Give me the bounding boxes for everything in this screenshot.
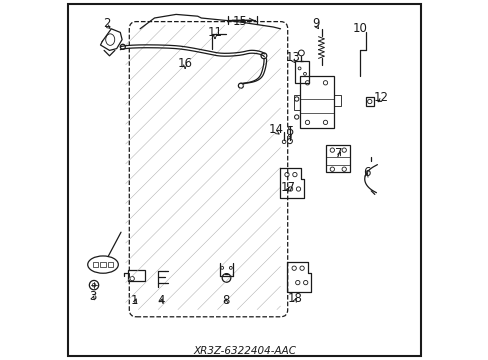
Bar [293, 95, 300, 110]
Bar [300, 76, 334, 128]
Text: 13: 13 [285, 51, 300, 64]
Bar [108, 262, 113, 267]
Text: 12: 12 [373, 91, 388, 104]
Text: 2: 2 [103, 17, 110, 30]
Bar [325, 145, 349, 172]
Bar [92, 262, 98, 267]
Text: 6: 6 [363, 166, 370, 179]
Text: 17: 17 [280, 181, 295, 194]
Text: 8: 8 [222, 294, 229, 307]
Text: 4: 4 [157, 294, 164, 307]
Text: 14: 14 [268, 123, 283, 136]
Text: 15: 15 [232, 15, 247, 28]
Text: 11: 11 [207, 26, 222, 39]
Bar [101, 262, 105, 267]
Text: 7: 7 [334, 147, 342, 159]
Text: 5: 5 [285, 125, 293, 138]
Text: 9: 9 [312, 17, 320, 30]
Text: XR3Z-6322404-AAC: XR3Z-6322404-AAC [193, 346, 295, 356]
Bar [294, 61, 308, 83]
Text: 10: 10 [351, 22, 366, 35]
Bar [334, 95, 340, 106]
Text: 18: 18 [287, 292, 302, 305]
Bar [127, 270, 144, 281]
Text: 16: 16 [177, 57, 192, 69]
Text: 3: 3 [89, 291, 96, 303]
Text: 1: 1 [131, 294, 138, 307]
Bar [365, 97, 373, 106]
